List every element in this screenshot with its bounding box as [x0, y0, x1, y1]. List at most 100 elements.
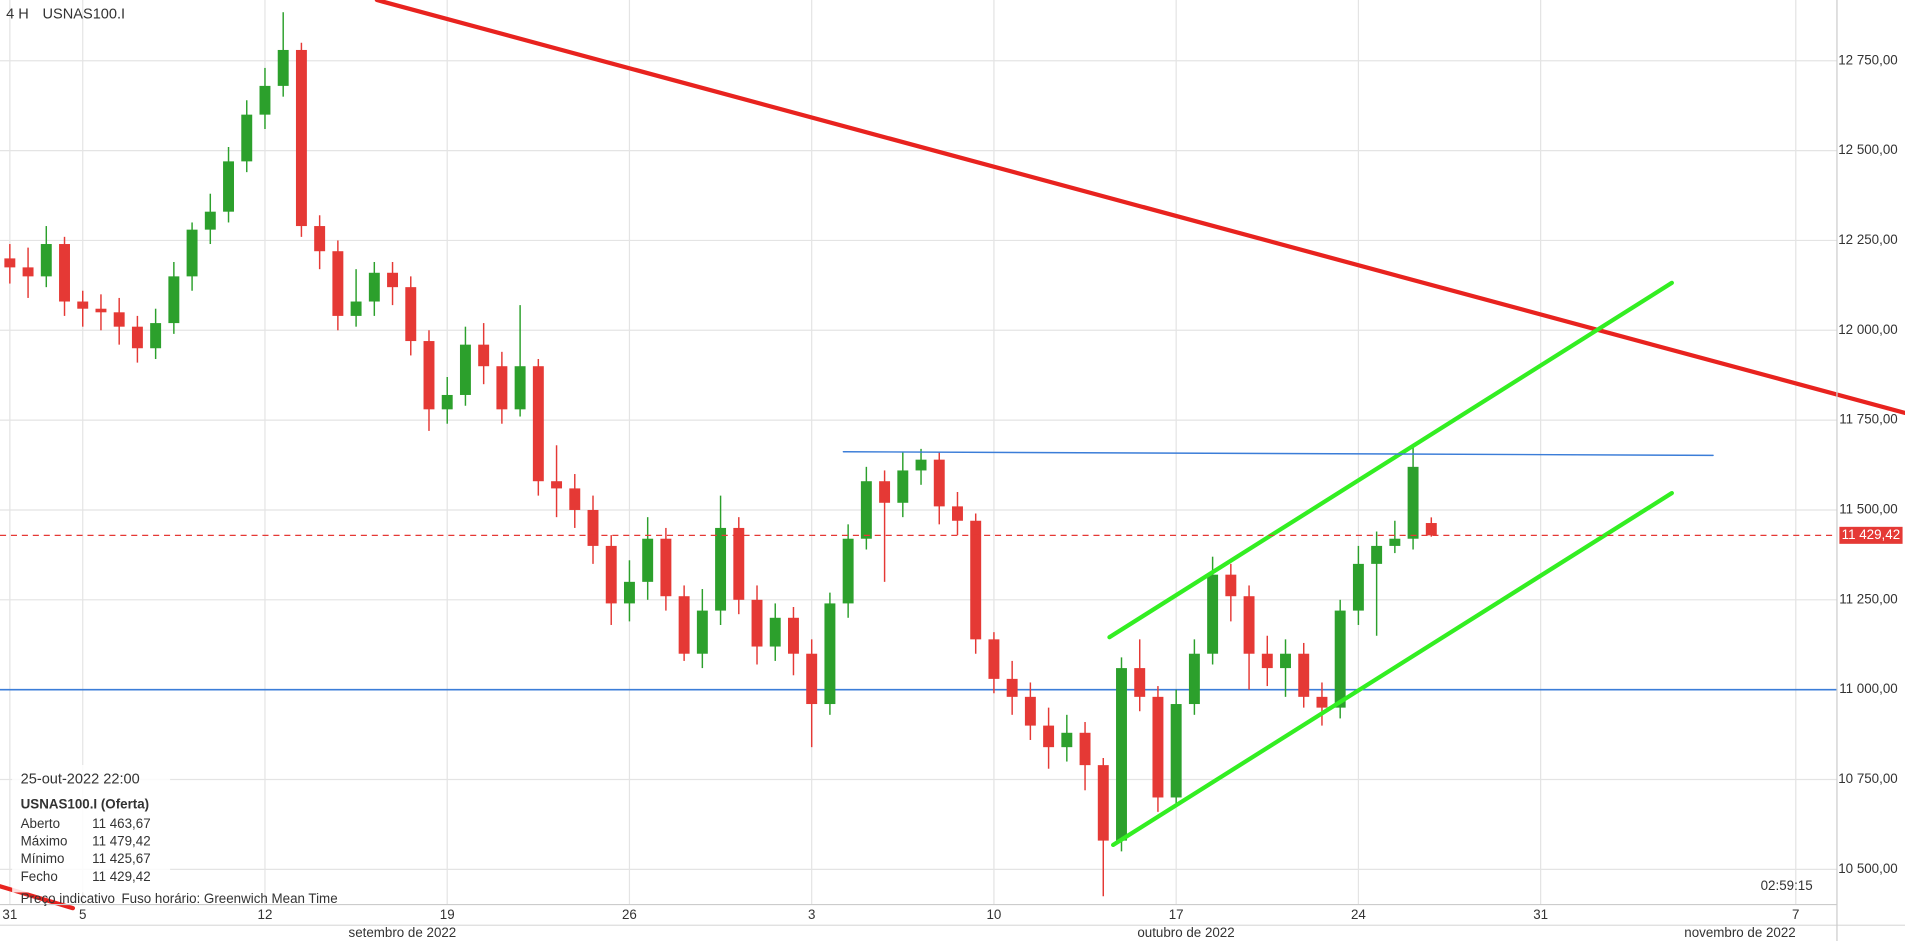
candle-body	[751, 599, 763, 647]
candle-body	[77, 301, 89, 309]
info-label: Máximo	[21, 834, 68, 849]
candle-body	[733, 527, 745, 600]
candle-body	[642, 538, 654, 582]
candle-body	[459, 344, 471, 395]
info-instrument: USNAS100.I (Oferta)	[21, 797, 149, 812]
x-tick-label: 24	[1351, 907, 1366, 922]
y-tick-label: 12 000,00	[1838, 322, 1897, 337]
y-tick-label: 11 000,00	[1839, 681, 1897, 696]
y-tick-label: 11 750,00	[1839, 412, 1897, 427]
candle-body	[1134, 668, 1146, 697]
candle-body	[59, 244, 70, 302]
countdown: 02:59:15	[1761, 878, 1813, 893]
candle-body	[660, 538, 672, 597]
candle-body	[496, 366, 508, 410]
candle-body	[22, 267, 34, 277]
candle-body	[1152, 696, 1164, 798]
candle-body	[824, 603, 836, 705]
candle-body	[551, 481, 563, 489]
candle-body	[1261, 653, 1273, 669]
candle-body	[970, 520, 982, 640]
candle-body	[1006, 678, 1018, 697]
x-tick-label: 10	[986, 907, 1001, 922]
candle-body	[350, 301, 362, 316]
plot	[0, 0, 1905, 911]
info-label: Aberto	[21, 816, 60, 831]
candle-body	[569, 488, 581, 510]
candle-body	[678, 596, 690, 654]
info-value: 11 429,42	[92, 869, 150, 884]
candle-body	[1116, 668, 1127, 841]
candle-body	[332, 251, 344, 316]
candle-body	[1188, 653, 1200, 705]
candle-body	[915, 459, 927, 471]
y-tick-label: 10 750,00	[1838, 771, 1897, 786]
y-tick-label: 12 500,00	[1838, 142, 1897, 157]
candle-body	[605, 545, 617, 604]
candle-body	[1043, 725, 1055, 748]
candle-body	[623, 581, 635, 604]
trendline	[374, 0, 1905, 416]
candle-body	[241, 114, 253, 162]
timezone: Fuso horário: Greenwich Mean Time	[121, 891, 337, 906]
timeframe: 4 H	[6, 6, 29, 22]
candle-body	[1207, 574, 1219, 654]
info-value: 11 425,67	[92, 851, 150, 866]
candle-body	[368, 272, 380, 302]
candle-body	[4, 258, 16, 268]
symbol: USNAS100.I	[43, 6, 126, 22]
month-label: novembro de 2022	[1684, 925, 1795, 940]
candle-body	[1079, 732, 1091, 766]
info-value: 11 463,67	[92, 816, 150, 831]
candle-body	[1170, 704, 1182, 798]
trendline	[1110, 490, 1674, 848]
candle-body	[897, 470, 909, 503]
candle-body	[696, 610, 708, 654]
x-tick-label: 19	[440, 907, 455, 922]
candle-body	[387, 272, 399, 288]
x-tick-label: 26	[622, 907, 637, 922]
candle-body	[715, 527, 727, 611]
candle-body	[40, 244, 52, 277]
candle-body	[988, 639, 1000, 679]
candle-body	[478, 344, 490, 367]
candle-body	[769, 617, 781, 647]
candle-body	[168, 276, 180, 324]
candle-body	[150, 323, 162, 349]
candle-body	[113, 312, 125, 327]
candle-body	[1389, 538, 1401, 546]
candle-body	[1061, 732, 1073, 748]
x-tick-label: 7	[1792, 907, 1799, 922]
candle-body	[879, 481, 891, 503]
candle-body	[587, 509, 599, 546]
footer-note: Preço indicativo	[21, 891, 115, 906]
candle-body	[223, 161, 234, 212]
info-label: Mínimo	[21, 851, 65, 866]
trendline	[842, 451, 1714, 457]
candle-body	[1334, 610, 1346, 708]
x-tick-label: 5	[79, 907, 86, 922]
candle-body	[1371, 545, 1383, 564]
candle-body	[1097, 765, 1109, 841]
candle-body	[204, 211, 216, 230]
candle-body	[186, 229, 198, 277]
month-label: outubro de 2022	[1137, 925, 1234, 940]
candle-body	[1280, 653, 1291, 669]
candle-body	[1225, 574, 1237, 597]
x-tick-label: 17	[1169, 907, 1184, 922]
candle-body	[514, 366, 526, 410]
candle-body	[1243, 596, 1255, 654]
candle-body	[952, 506, 963, 521]
x-tick-label: 31	[1533, 907, 1548, 922]
candle-body	[532, 366, 544, 482]
candle-body	[314, 226, 326, 252]
info-panel	[12, 764, 171, 893]
y-tick-label: 11 500,00	[1839, 502, 1897, 517]
info-label: Fecho	[21, 869, 58, 884]
candle-body	[1316, 696, 1328, 708]
candle-body	[259, 85, 271, 115]
info-datetime: 25-out-2022 22:00	[21, 771, 140, 787]
